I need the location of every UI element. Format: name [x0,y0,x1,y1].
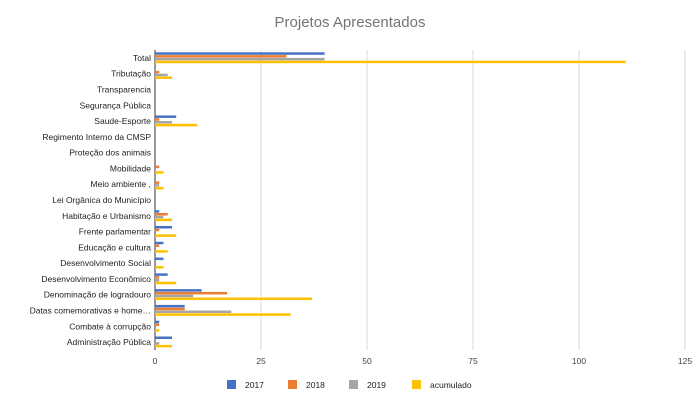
category-label: Total [133,53,151,63]
category-label: Saude-Esporte [94,116,151,126]
x-tick-label: 25 [256,356,266,366]
bar-acumulado [155,218,172,222]
legend-label: 2017 [245,380,264,390]
x-tick-label: 125 [678,356,692,366]
bar-acumulado [155,123,198,127]
bar-2018 [155,181,160,184]
bar-2018 [155,118,160,121]
bar-2019 [155,57,325,61]
category-label: Transparencia [97,84,151,94]
bar-2018 [155,276,160,279]
category-label: Desenvolvimento Econômico [41,274,151,284]
bar-2019 [155,121,172,124]
bar-2017 [155,210,160,213]
category-label: Mobilidade [110,163,151,173]
bar-2018 [155,228,160,232]
bar-2017 [155,257,164,261]
category-label: Tributação [111,69,151,79]
bar-2017 [155,320,160,324]
bar-2017 [155,225,172,229]
x-tick-label: 0 [153,356,158,366]
category-label: Segurança Pública [80,100,152,110]
bar-2017 [155,52,325,55]
x-tick-label: 100 [572,356,586,366]
bar-2017 [155,115,177,118]
bar-acumulado [155,313,291,316]
category-label: Lei Orgânica do Município [52,195,151,205]
bar-2017 [155,336,172,340]
bar-acumulado [155,265,164,269]
bar-acumulado [155,329,160,332]
bar-2019 [155,342,160,345]
bar-2017 [155,273,168,276]
bar-2018 [155,323,160,327]
bar-2018 [155,212,168,216]
bar-2019 [155,184,160,187]
category-label: Desenvolvimento Social [60,258,151,268]
bar-acumulado [155,344,172,348]
bar-acumulado [155,234,177,237]
bar-2018 [155,244,160,248]
category-label: Meio ambiente , [91,179,151,189]
legend-swatch [412,380,421,389]
bar-2019 [155,310,232,314]
category-label: Datas comemorativas e home… [30,306,151,316]
category-label: Administração Pública [67,337,151,347]
bar-2017 [155,289,202,292]
bar-2018 [155,307,185,311]
bar-acumulado [155,281,177,285]
bar-2018 [155,55,287,58]
category-label: Educação e cultura [78,242,151,252]
x-tick-label: 50 [362,356,372,366]
bar-2018 [155,70,160,74]
category-label: Frente parlamentar [79,227,151,237]
bar-acumulado [155,250,168,253]
chart-title: Projetos Apresentados [274,14,426,31]
bar-2019 [155,278,160,282]
bar-2018 [155,291,228,295]
bar-acumulado [155,60,626,64]
bar-2018 [155,165,160,169]
legend-label: 2019 [367,380,386,390]
legend-swatch [227,380,236,389]
legend-swatch [288,380,297,389]
bar-acumulado [155,297,312,301]
x-tick-label: 75 [468,356,478,366]
bar-acumulado [155,171,164,174]
legend-label: acumulado [430,380,472,390]
bar-2019 [155,215,164,219]
legend-swatch [349,380,358,389]
bar-acumulado [155,187,164,190]
category-label: Habitação e Urbanismo [62,211,151,221]
category-label: Denominação de logradouro [44,290,152,300]
bar-2017 [155,304,185,308]
bar-acumulado [155,76,172,79]
category-label: Combate à corrupção [69,321,151,331]
legend-label: 2018 [306,380,325,390]
category-label: Proteção dos animais [69,148,151,158]
bar-2017 [155,241,164,245]
bar-2019 [155,294,194,298]
bar-2019 [155,73,168,77]
category-label: Regimento Interno da CMSP [42,132,151,142]
